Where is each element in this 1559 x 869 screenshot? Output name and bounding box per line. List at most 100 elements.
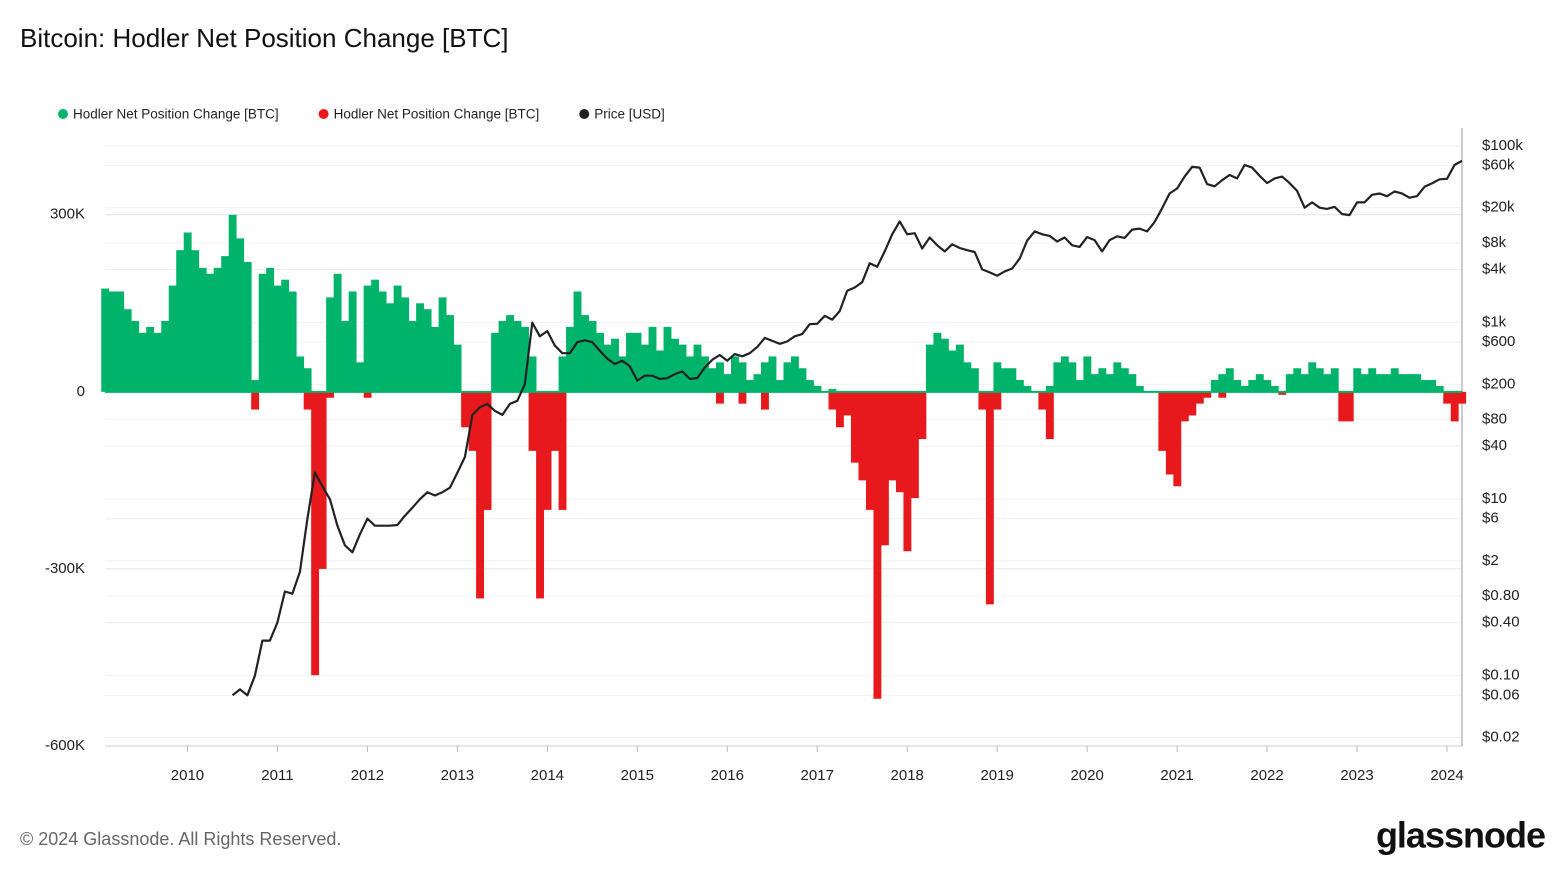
y2-tick-label: $8k bbox=[1482, 234, 1507, 251]
bar bbox=[401, 297, 410, 392]
bar bbox=[491, 332, 500, 392]
x-tick-label: 2024 bbox=[1430, 767, 1463, 784]
bar bbox=[386, 303, 395, 392]
bar bbox=[1240, 385, 1249, 392]
bar bbox=[558, 356, 567, 392]
bar bbox=[865, 391, 874, 510]
bar bbox=[970, 368, 979, 392]
bar bbox=[678, 344, 687, 392]
bar bbox=[1045, 391, 1054, 440]
bar bbox=[828, 391, 837, 410]
x-tick-label: 2016 bbox=[711, 767, 744, 784]
bar bbox=[648, 326, 657, 392]
bar bbox=[341, 321, 350, 392]
bar bbox=[326, 391, 335, 398]
bar bbox=[888, 391, 897, 481]
bar bbox=[1053, 362, 1062, 392]
bar bbox=[850, 391, 859, 463]
y2-tick-label: $0.40 bbox=[1482, 614, 1520, 631]
bar bbox=[1233, 380, 1242, 392]
bar bbox=[633, 332, 642, 392]
bar bbox=[1270, 385, 1279, 392]
bar bbox=[1293, 368, 1302, 392]
y2-tick-label: $40 bbox=[1482, 437, 1507, 454]
bar bbox=[506, 315, 514, 392]
bar bbox=[423, 309, 432, 392]
bar bbox=[513, 321, 522, 392]
bar bbox=[123, 309, 132, 392]
y-tick-label: 0 bbox=[77, 383, 85, 400]
bar bbox=[191, 250, 200, 392]
bar bbox=[453, 344, 462, 392]
bar bbox=[236, 238, 245, 392]
bar bbox=[731, 356, 739, 392]
bar bbox=[1135, 385, 1144, 392]
bar bbox=[918, 391, 927, 440]
bar bbox=[303, 368, 312, 392]
bar bbox=[963, 362, 972, 392]
bar bbox=[183, 232, 192, 392]
bar bbox=[1375, 374, 1384, 392]
x-tick-label: 2019 bbox=[980, 767, 1013, 784]
bar bbox=[1023, 385, 1032, 392]
bar bbox=[483, 391, 492, 510]
bar bbox=[955, 344, 964, 392]
bar bbox=[940, 338, 949, 392]
bar bbox=[843, 391, 852, 416]
bar bbox=[1353, 368, 1362, 392]
bar bbox=[1008, 368, 1017, 392]
bar bbox=[1060, 356, 1069, 392]
bar bbox=[393, 285, 402, 392]
bar bbox=[1158, 391, 1167, 451]
y2-tick-label: $60k bbox=[1482, 157, 1515, 174]
x-tick-label: 2021 bbox=[1160, 767, 1193, 784]
bar bbox=[528, 391, 537, 451]
bar bbox=[1210, 380, 1219, 392]
bar bbox=[753, 374, 762, 392]
bar bbox=[1435, 385, 1444, 392]
bar bbox=[1443, 391, 1452, 404]
bar bbox=[776, 380, 784, 392]
legend-swatch bbox=[58, 109, 68, 119]
bar bbox=[656, 350, 664, 392]
bar bbox=[693, 344, 702, 392]
bar bbox=[663, 326, 672, 392]
bar bbox=[408, 321, 417, 392]
y2-tick-label: $100k bbox=[1482, 137, 1523, 154]
y2-tick-label: $2 bbox=[1482, 552, 1499, 569]
bar bbox=[1428, 380, 1437, 392]
bar bbox=[1128, 374, 1137, 392]
bar bbox=[1278, 391, 1287, 395]
bar bbox=[1345, 391, 1354, 422]
bar bbox=[251, 391, 260, 410]
bar bbox=[228, 214, 237, 392]
y2-tick-label: $0.80 bbox=[1482, 587, 1520, 604]
bar bbox=[1248, 380, 1257, 392]
bar bbox=[1075, 380, 1084, 392]
y2-tick-label: $20k bbox=[1482, 199, 1515, 216]
bar bbox=[1255, 374, 1264, 392]
x-tick-label: 2012 bbox=[351, 767, 384, 784]
bar bbox=[333, 273, 342, 392]
bar bbox=[213, 267, 222, 392]
bar bbox=[311, 391, 320, 676]
bar bbox=[378, 291, 387, 392]
bar bbox=[281, 279, 290, 392]
bar bbox=[933, 332, 942, 392]
bar bbox=[1338, 391, 1347, 422]
bar bbox=[303, 391, 312, 410]
bar bbox=[138, 332, 147, 392]
bar bbox=[131, 321, 140, 392]
bar bbox=[1038, 391, 1047, 410]
bar bbox=[671, 338, 679, 392]
bar bbox=[258, 273, 267, 392]
bar bbox=[686, 356, 694, 392]
bar bbox=[768, 356, 777, 392]
bar bbox=[1180, 391, 1189, 422]
bar bbox=[521, 326, 529, 392]
legend-label: Hodler Net Position Change [BTC] bbox=[334, 107, 540, 122]
x-tick-label: 2013 bbox=[441, 767, 474, 784]
bar bbox=[1383, 374, 1392, 392]
bar bbox=[1218, 374, 1227, 392]
bar bbox=[798, 368, 807, 392]
